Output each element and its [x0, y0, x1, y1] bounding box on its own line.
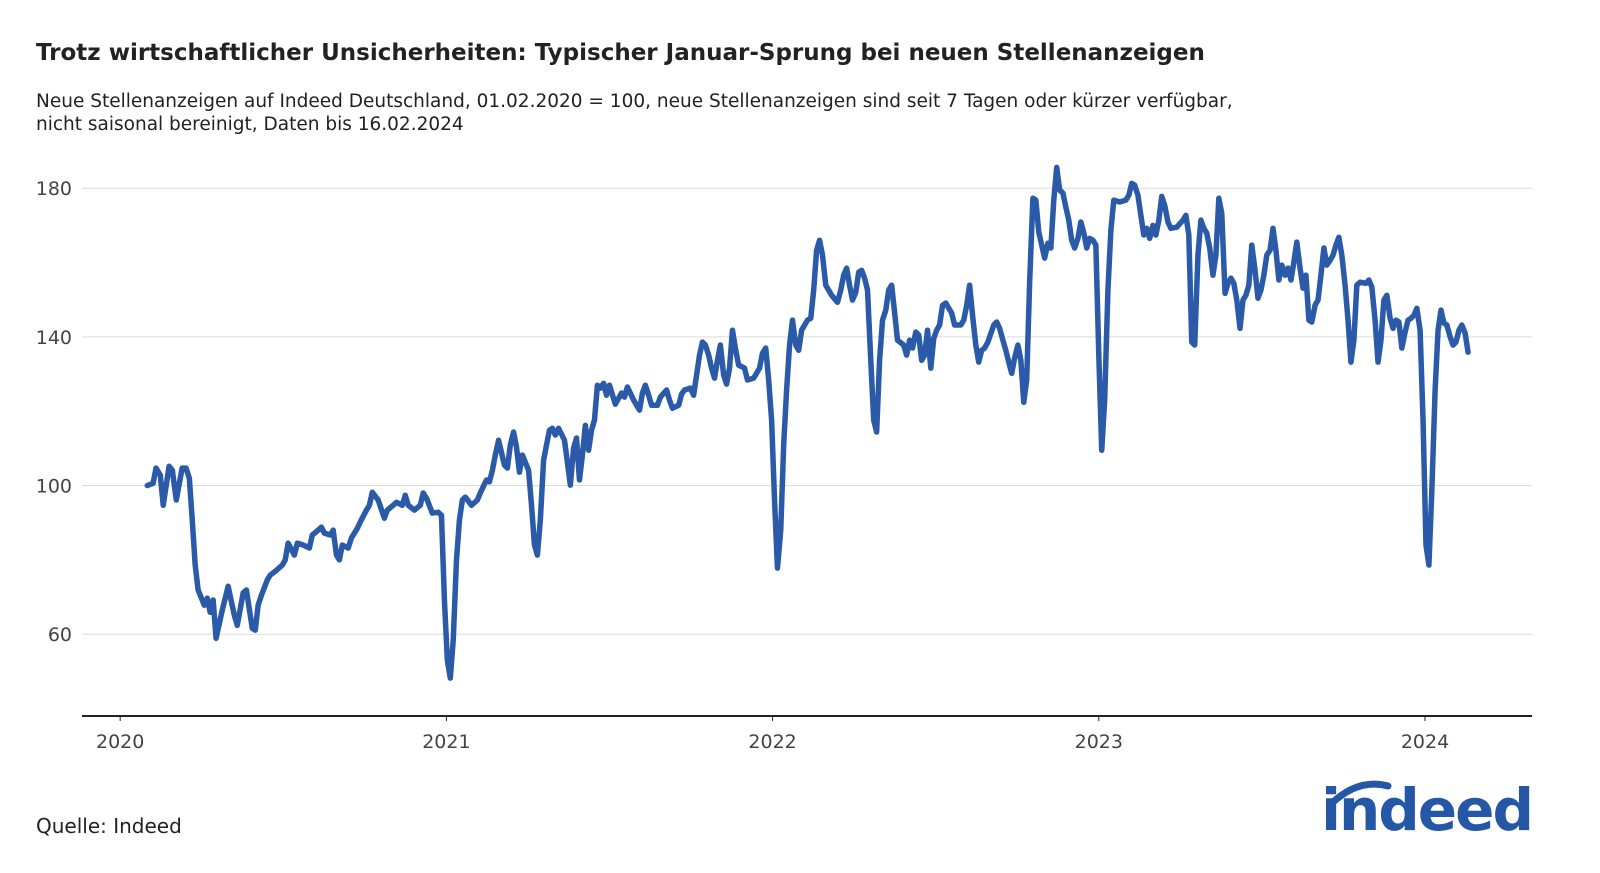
source: Quelle: Indeed [36, 814, 182, 838]
x-tick-label: 2021 [422, 731, 470, 753]
chart-subtitle: nicht saisonal bereinigt, Daten bis 16.0… [36, 114, 464, 135]
x-tick-label: 2020 [96, 731, 144, 753]
logo: indeed [1321, 776, 1532, 844]
plot-area: 60 100 140 180 2020 2021 2022 2023 2024 [36, 164, 1532, 753]
logo-arc [1327, 780, 1392, 808]
y-tick-label: 100 [36, 476, 72, 498]
line [144, 164, 1471, 681]
chart-title: Trotz wirtschaftlicher Unsicherheiten: T… [36, 40, 1205, 66]
y-tick-label: 60 [48, 624, 72, 646]
x-tick-label: 2024 [1401, 731, 1449, 753]
y-tick-label: 140 [36, 327, 72, 349]
x-tick-label: 2022 [748, 731, 796, 753]
y-tick-label: 180 [36, 178, 72, 200]
chart-subtitle: Neue Stellenanzeigen auf Indeed Deutschl… [36, 91, 1233, 112]
x-tick-label: 2023 [1075, 731, 1123, 753]
